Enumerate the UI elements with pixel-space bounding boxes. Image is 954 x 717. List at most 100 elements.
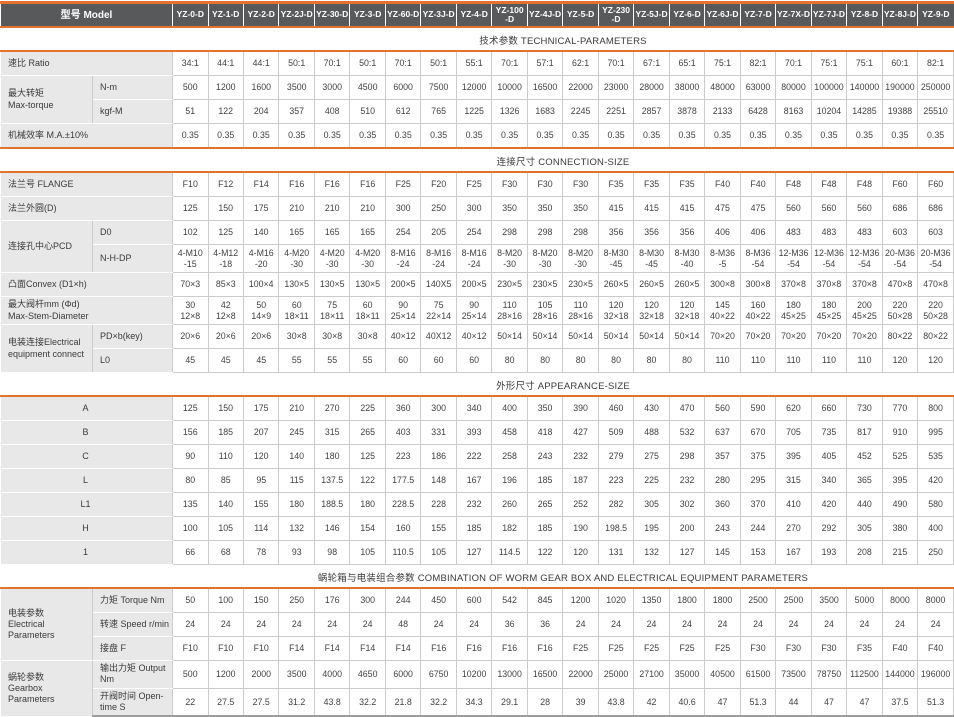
table-cell: 230×5 [526,272,564,298]
table-cell: 3500 [278,660,315,689]
table-cell: 298 [562,220,599,245]
table-cell: 16500 [526,660,564,689]
table-cell: 393 [455,420,493,446]
table-cell: 0.35 [349,123,386,149]
table-cell: F48 [810,171,848,197]
table-cell: 603 [917,220,954,245]
table-cell: 70×3 [172,272,209,298]
table-cell: 145 40×22 [704,296,741,326]
table-cell: 0.35 [917,123,954,149]
table-cell: 47 [810,687,848,717]
table-cell: 22 [172,687,209,717]
table-cell: 122 [526,540,564,566]
table-cell: F30 [739,636,777,662]
table-cell: 8-M30 -45 [597,243,635,274]
table-cell: 292 [810,516,848,542]
table-cell: 260 [491,492,528,518]
table-cell: 254 [455,220,493,245]
table-cell: 350 [526,196,564,221]
table-cell: 260×5 [668,272,706,298]
table-cell: 8000 [881,587,919,614]
table-cell: 156 [172,420,209,446]
table-cell: 23000 [597,75,635,100]
table-cell: 403 [384,420,422,446]
table-cell: 93 [278,540,315,566]
table-cell: F60 [917,171,954,197]
table-cell: 24 [881,612,919,638]
table-cell: 80000 [775,75,812,100]
table-cell: 1020 [597,587,635,614]
table-cell: F30 [526,171,564,197]
table-cell: 475 [739,196,777,221]
table-cell: 39 [562,687,599,717]
table-cell: 200×5 [455,272,493,298]
table-cell: 80 [633,348,670,374]
table-cell: 0.35 [420,123,457,149]
row-label: H [0,516,174,542]
table-cell: 8-M36 -5 [704,243,741,274]
section-title: 外形尺寸 APPEARANCE-SIZE [0,372,954,398]
table-cell: F40 [739,171,777,197]
table-cell: 24 [775,612,812,638]
table-cell: 295 [739,468,777,494]
table-cell: 20×6 [172,324,209,350]
table-cell: 80 [562,348,599,374]
model-header: YZ-60-D [384,2,421,28]
table-cell: F20 [420,171,457,197]
table-cell: 19388 [881,99,919,124]
table-cell: 210 [278,196,315,221]
table-cell: 1225 [455,99,493,124]
table-cell: 40.6 [668,687,706,717]
table-cell: 223 [384,444,422,470]
table-cell: 100000 [810,75,848,100]
table-cell: 560 [704,395,741,422]
table-cell: 80 [526,348,564,374]
table-cell: 6428 [739,99,777,124]
table-cell: 144000 [881,660,919,689]
table-cell: 488 [633,420,670,446]
table-cell: 8163 [775,99,812,124]
table-cell: 29.1 [491,687,528,717]
table-cell: F25 [384,171,422,197]
row-label: C [0,444,174,470]
table-cell: 57:1 [526,50,564,76]
table-cell: 525 [881,444,919,470]
spec-table-body: 技术参数 TECHNICAL-PARAMETERS 速比 Ratio 34:1 44:… [0,27,954,717]
table-cell: 105 [349,540,386,566]
table-cell: 245 [278,420,315,446]
table-cell: F30 [562,171,599,197]
table-cell: 470×8 [881,272,919,298]
table-cell: 70×20 [704,324,741,350]
table-cell: 105 [420,540,457,566]
table-cell: 22000 [562,660,599,689]
table-cell: 140X5 [420,272,457,298]
table-cell: 205 [420,220,457,245]
table-cell: 10200 [455,660,493,689]
table-cell: 210 [349,196,386,221]
table-cell: 24 [278,612,315,638]
table-cell: 120 [881,348,919,374]
table-cell: 4-M10 -15 [172,243,209,274]
table-cell: 210 [278,395,315,422]
table-cell: F12 [207,171,244,197]
model-column-label: 型号 Model [0,2,173,28]
table-cell: 483 [775,220,812,245]
table-cell: 280 [704,468,741,494]
table-cell: 686 [917,196,954,221]
model-header: YZ-2-D [242,2,279,28]
row-sub-label: 转速 Speed r/min [91,612,174,638]
table-cell: 110 [704,348,741,374]
table-cell: 705 [775,420,812,446]
table-cell: 12-M36 -54 [810,243,848,274]
row-sub-label: 接盘 F [91,636,174,662]
model-header: YZ-8J-D [881,2,918,28]
row-group-label: 连接孔中心PCD [0,219,93,274]
table-cell: 2245 [562,99,599,124]
table-cell: 34:1 [172,50,209,76]
row-label: 机械效率 M.A.±10% [0,123,174,149]
table-cell: 154 [349,516,386,542]
table-cell: 167 [455,468,493,494]
table-cell: 50×14 [668,324,706,350]
table-cell: 50:1 [349,50,386,76]
table-cell: 223 [597,468,635,494]
